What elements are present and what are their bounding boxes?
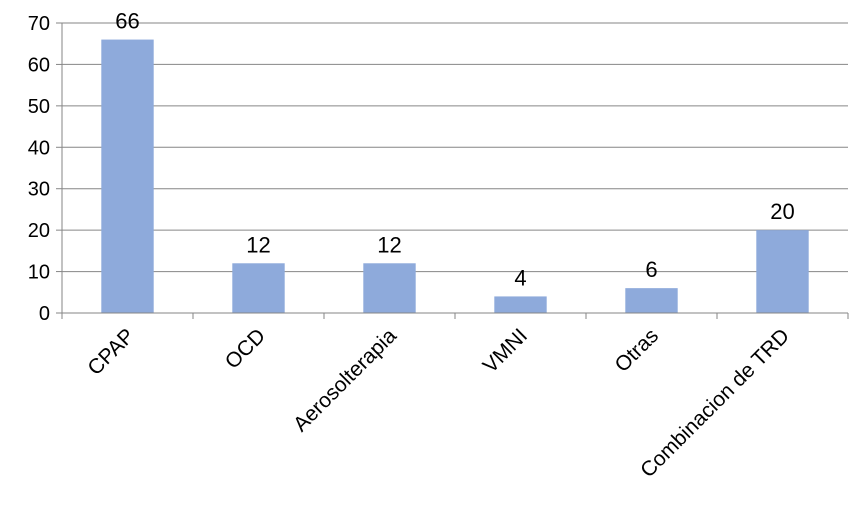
data-label: 66 (115, 9, 139, 34)
category-label: Aerosolterapia (289, 324, 401, 436)
bar (232, 263, 285, 313)
data-label: 20 (770, 199, 794, 224)
data-label: 4 (514, 265, 526, 290)
category-labels: CPAP OCD Aerosolterapia VMNI OtrasCombinacio… (83, 324, 794, 482)
category-label: OCD (221, 324, 270, 373)
y-tick-label: 40 (28, 137, 50, 159)
bar (494, 296, 547, 313)
category-label: Combinacion de TRD (636, 324, 794, 482)
data-label: 12 (246, 232, 270, 257)
bar (101, 39, 154, 313)
y-tick-label: 20 (28, 220, 50, 242)
data-labels: 66 12 12 4 6 20 (115, 9, 794, 291)
y-tick-label: 10 (28, 262, 50, 284)
gridlines (62, 22, 848, 273)
category-label: Otras (610, 324, 663, 377)
y-tick-label: 50 (28, 96, 50, 118)
bar (363, 263, 416, 313)
bar (756, 230, 809, 313)
y-tick-labels: 0 10 20 30 40 50 60 70 (28, 13, 50, 325)
y-tick-label: 30 (28, 179, 50, 201)
y-tick-label: 60 (28, 54, 50, 76)
data-label: 6 (645, 257, 657, 282)
data-label: 12 (377, 232, 401, 257)
bars (101, 39, 809, 313)
y-tick-label: 70 (28, 13, 50, 35)
category-label: CPAP (83, 324, 139, 380)
bar (625, 288, 678, 313)
y-tick-label: 0 (39, 303, 50, 325)
axes (56, 22, 849, 319)
category-label: VMNI (479, 324, 532, 377)
